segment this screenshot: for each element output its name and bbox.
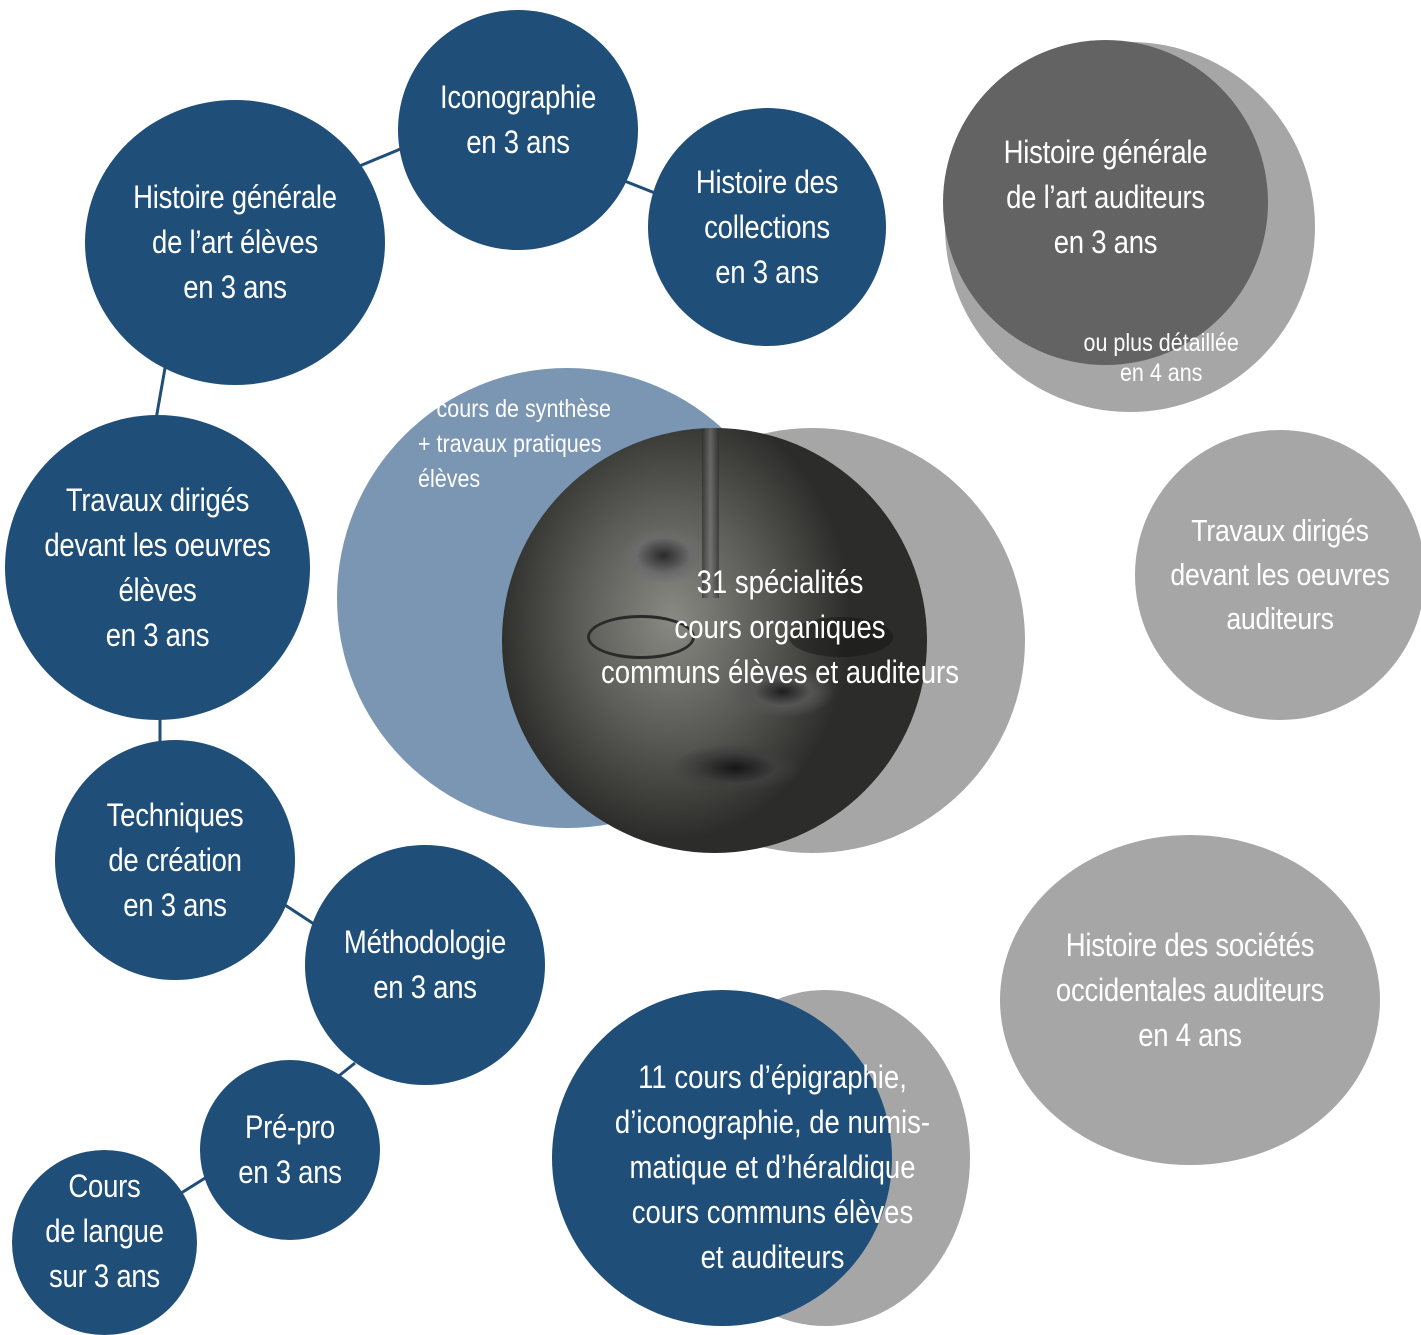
histoire-collections-label: Histoire des collections en 3 ans xyxy=(695,163,839,290)
sculpture-photo xyxy=(502,428,927,853)
cours-langue-label: Cours de langue sur 3 ans xyxy=(45,1168,164,1294)
histoire-generale-auditeurs-node: Histoire générale de l’art auditeurs en … xyxy=(943,40,1268,365)
histoire-societes-label: Histoire des sociétés occidentales audit… xyxy=(1055,926,1325,1053)
techniques-label: Techniques de création en 3 ans xyxy=(106,796,244,923)
travaux-diriges-auditeurs-node: Travaux dirigés devant les oeuvres audit… xyxy=(1135,430,1421,720)
histoire-generale-eleves-node: Histoire générale de l’art élèves en 3 a… xyxy=(85,100,385,385)
epigraphie-node xyxy=(552,990,892,1326)
epigraphie-label: 11 cours d’épigraphie, d’iconographie, d… xyxy=(614,1059,931,1275)
methodologie-label: Méthodologie en 3 ans xyxy=(343,924,507,1005)
travaux-diriges-auditeurs-label: Travaux dirigés devant les oeuvres audit… xyxy=(1170,513,1390,636)
pre-pro-node: Pré-pro en 3 ans xyxy=(200,1060,380,1240)
histoire-generale-eleves-label: Histoire générale de l’art élèves en 3 a… xyxy=(133,179,337,305)
histoire-collections-node: Histoire des collections en 3 ans xyxy=(648,108,886,346)
histoire-detaillee-label: ou plus détaillée en 4 ans xyxy=(1083,329,1239,387)
travaux-diriges-eleves-node: Travaux dirigés devant les oeuvres élève… xyxy=(5,415,310,720)
histoire-generale-auditeurs-label: Histoire générale de l’art auditeurs en … xyxy=(1003,134,1208,260)
travaux-diriges-eleves-label: Travaux dirigés devant les oeuvres élève… xyxy=(44,481,271,653)
pre-pro-label: Pré-pro en 3 ans xyxy=(238,1109,342,1190)
iconographie-node: Iconographie en 3 ans xyxy=(398,10,638,250)
specialites-label: 31 spécialités cours organiques communs … xyxy=(601,564,959,690)
iconographie-label: Iconographie en 3 ans xyxy=(439,79,597,160)
histoire-societes-node: Histoire des sociétés occidentales audit… xyxy=(1000,835,1380,1165)
techniques-node: Techniques de création en 3 ans xyxy=(55,740,295,980)
methodologie-node: Méthodologie en 3 ans xyxy=(305,845,545,1085)
cours-langue-node: Cours de langue sur 3 ans xyxy=(12,1150,197,1335)
cours-synthese-label: + cours de synthèse + travaux pratiques … xyxy=(418,395,612,493)
